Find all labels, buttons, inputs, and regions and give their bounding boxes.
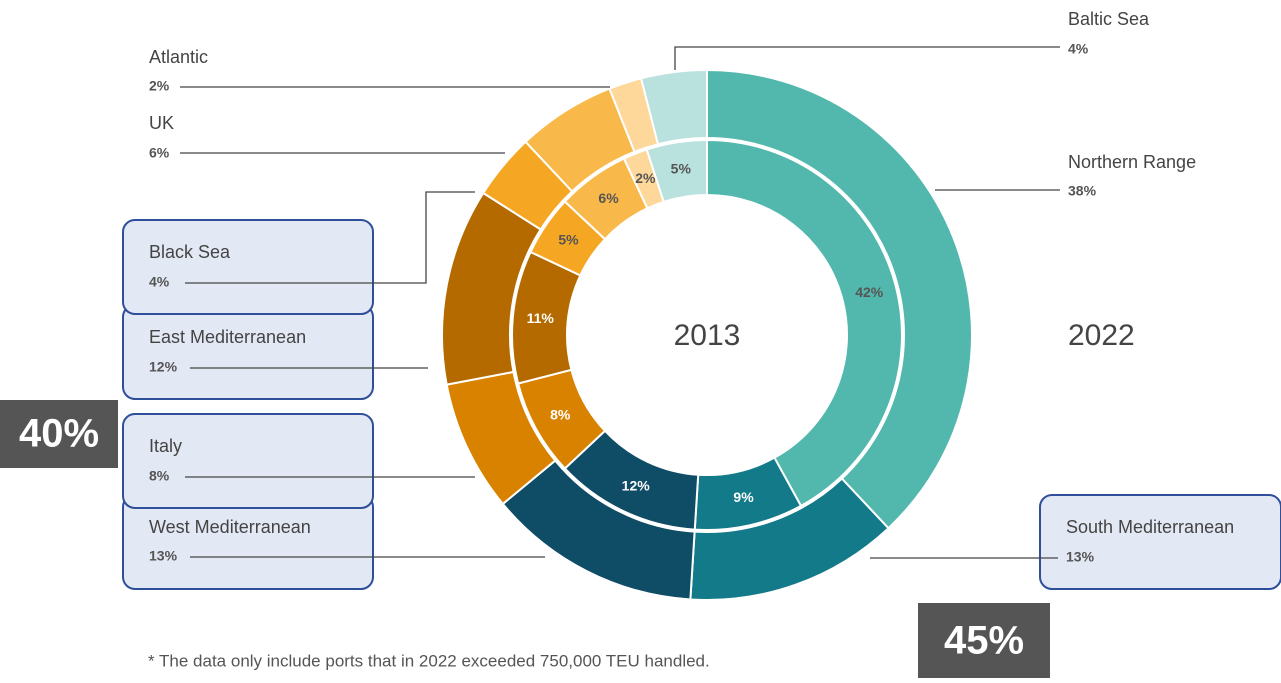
outer-value-label: 8% [149, 468, 170, 484]
inner-series-label: 2013 [674, 319, 741, 352]
outer-value-label: 4% [149, 274, 170, 290]
leader-line [674, 46, 1060, 70]
segment [645, 138, 708, 204]
outer-value-label: 13% [1066, 549, 1095, 565]
value-label: 2% [635, 170, 656, 186]
outer-series-label: 2022 [1068, 319, 1135, 352]
category-label: Atlantic [149, 47, 208, 67]
value-label: 8% [550, 406, 571, 422]
footnote: * The data only include ports that in 20… [148, 651, 710, 670]
callout-box [122, 413, 374, 509]
value-label: 42% [855, 284, 884, 300]
category-label: UK [149, 113, 174, 133]
outer-value-label: 4% [1068, 41, 1089, 57]
value-label: 5% [671, 160, 692, 176]
value-label: 12% [622, 477, 651, 493]
annotation: 40% [19, 412, 99, 456]
outer-value-label: 12% [149, 359, 178, 375]
category-label: Northern Range [1068, 152, 1196, 172]
outer-value-label: 13% [149, 548, 178, 564]
category-label: South Mediterranean [1066, 517, 1234, 537]
segment [639, 68, 708, 146]
annotation-box [0, 400, 118, 468]
callout-box [122, 494, 374, 590]
category-label: Baltic Sea [1068, 9, 1150, 29]
annotation-box [918, 603, 1050, 678]
leader-line [185, 191, 475, 284]
outer-value-label: 2% [149, 78, 170, 94]
value-label: 6% [598, 190, 619, 206]
category-label: East Mediterranean [149, 327, 306, 347]
category-label: Black Sea [149, 242, 231, 262]
segment [706, 68, 973, 530]
value-label: 11% [527, 310, 555, 326]
callout-box [122, 304, 374, 400]
callout-box [1039, 494, 1281, 590]
outer-value-label: 38% [1068, 183, 1097, 199]
annotation: 45% [944, 619, 1024, 663]
value-label: 5% [558, 232, 579, 248]
value-label: 9% [733, 489, 754, 505]
category-label: Italy [149, 436, 182, 456]
segment [706, 138, 903, 508]
category-label: West Mediterranean [149, 517, 311, 537]
outer-value-label: 6% [149, 145, 170, 161]
callout-box [122, 219, 374, 315]
